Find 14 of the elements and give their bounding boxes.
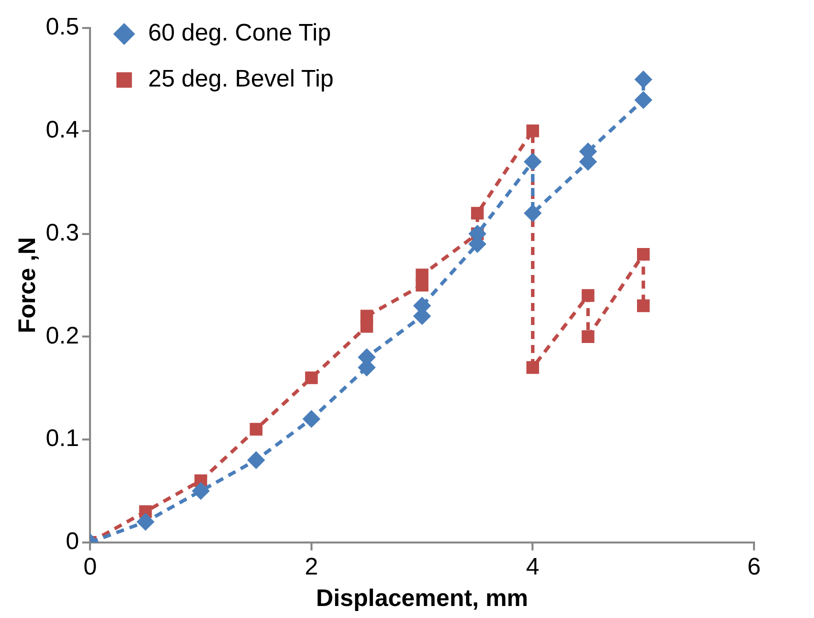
legend-label: 25 deg. Bevel Tip xyxy=(148,66,334,93)
legend-label: 60 deg. Cone Tip xyxy=(148,20,331,47)
y-tick-label: 0 xyxy=(66,528,80,556)
y-axis-title: Force ,N xyxy=(14,237,42,334)
x-tick-label: 2 xyxy=(304,553,318,580)
x-tick-label: 4 xyxy=(526,553,540,580)
y-tick-label: 0.3 xyxy=(46,219,80,246)
y-tick-label: 0.5 xyxy=(46,14,80,41)
y-tick-label: 0.2 xyxy=(46,322,80,350)
x-tick-label: 6 xyxy=(747,553,761,580)
y-tick-label: 0.4 xyxy=(46,116,80,144)
x-tick-label: 0 xyxy=(83,553,97,580)
y-tick-label: 0.1 xyxy=(46,425,80,452)
x-axis-title: Displacement, mm xyxy=(316,585,528,612)
